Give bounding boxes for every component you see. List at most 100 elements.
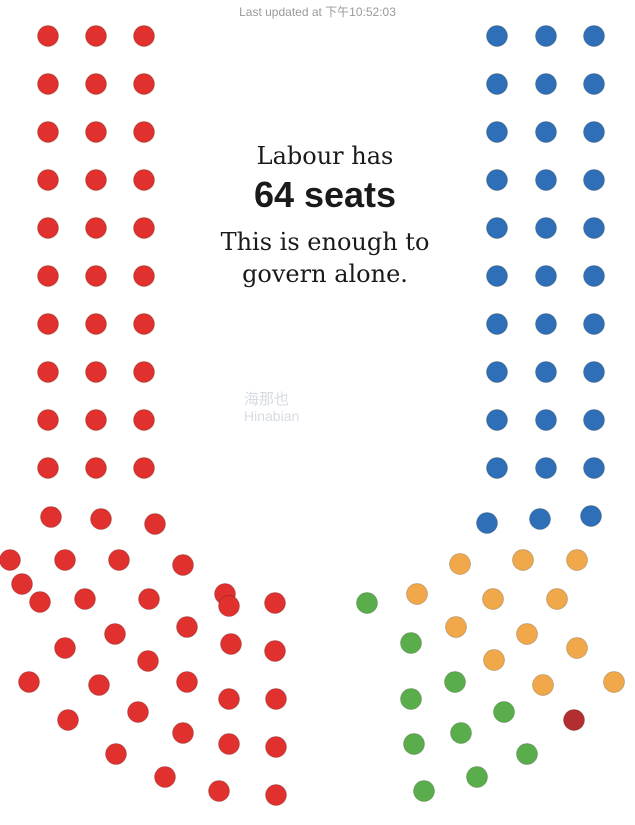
party-4-seat — [512, 549, 534, 571]
party-1-seat — [85, 313, 107, 335]
party-1-seat — [138, 588, 160, 610]
party-1-seat — [176, 671, 198, 693]
party-1-seat — [264, 592, 286, 614]
party-1-seat — [37, 361, 59, 383]
party-1-seat — [18, 671, 40, 693]
party-1-seat — [37, 169, 59, 191]
party-1-seat — [85, 409, 107, 431]
party-1-seat — [37, 73, 59, 95]
party-1-seat — [220, 633, 242, 655]
party-1-seat — [133, 313, 155, 335]
party-2-seat — [583, 457, 605, 479]
party-1-seat — [54, 637, 76, 659]
party-1-seat — [133, 457, 155, 479]
party-1-seat — [218, 733, 240, 755]
party-1-seat — [85, 25, 107, 47]
party-2-seat — [583, 313, 605, 335]
party-3-seat — [356, 592, 378, 614]
party-2-seat — [580, 505, 602, 527]
party-4-seat — [449, 553, 471, 575]
party-1-seat — [85, 457, 107, 479]
party-2-seat — [486, 73, 508, 95]
party-2-seat — [583, 169, 605, 191]
party-1-seat — [37, 121, 59, 143]
party-1-seat — [54, 549, 76, 571]
watermark-text-zh: 海那也 — [244, 391, 290, 408]
party-1-seat — [104, 623, 126, 645]
party-3-seat — [413, 780, 435, 802]
party-4-seat — [546, 588, 568, 610]
party-1-seat — [108, 549, 130, 571]
party-2-seat — [486, 169, 508, 191]
party-3-seat — [403, 733, 425, 755]
party-2-seat — [486, 457, 508, 479]
party-1-seat — [105, 743, 127, 765]
party-1-seat — [265, 784, 287, 806]
party-4-seat — [532, 674, 554, 696]
party-1-seat — [133, 73, 155, 95]
party-1-seat — [208, 780, 230, 802]
party-1-seat — [90, 508, 112, 530]
party-2-seat — [583, 73, 605, 95]
party-1-seat — [37, 25, 59, 47]
party-2-seat — [535, 409, 557, 431]
party-4-seat — [603, 671, 625, 693]
party-3-seat — [493, 701, 515, 723]
party-1-seat — [133, 25, 155, 47]
party-2-seat — [535, 169, 557, 191]
party-2-seat — [583, 265, 605, 287]
headline-party: Labour has — [256, 142, 394, 170]
party-3-seat — [466, 766, 488, 788]
party-4-seat — [445, 616, 467, 638]
party-2-seat — [535, 217, 557, 239]
party-4-seat — [516, 623, 538, 645]
party-1-seat — [137, 650, 159, 672]
headline-seat-count: 64 seats — [253, 174, 397, 215]
party-1-seat — [264, 640, 286, 662]
party-2-seat — [486, 361, 508, 383]
watermark-text-en: Hinabian — [244, 408, 300, 424]
party-1-seat — [218, 595, 240, 617]
party-1-seat — [218, 688, 240, 710]
party-1-seat — [265, 688, 287, 710]
party-1-seat — [40, 506, 62, 528]
party-1-seat — [154, 766, 176, 788]
party-2-seat — [583, 25, 605, 47]
party-2-seat — [583, 121, 605, 143]
watermark-logo: 海那也 Hinabian — [244, 391, 300, 425]
party-1-seat — [37, 217, 59, 239]
party-3-seat — [450, 722, 472, 744]
party-1-seat — [88, 674, 110, 696]
party-1-seat — [133, 169, 155, 191]
party-2-seat — [476, 512, 498, 534]
party-2-seat — [486, 313, 508, 335]
party-1-seat — [172, 554, 194, 576]
party-1-seat — [37, 457, 59, 479]
party-2-seat — [529, 508, 551, 530]
party-2-seat — [535, 313, 557, 335]
party-1-seat — [37, 409, 59, 431]
party-3-seat — [400, 632, 422, 654]
party-1-seat — [133, 409, 155, 431]
party-1-seat — [85, 169, 107, 191]
party-2-seat — [535, 265, 557, 287]
party-1-seat — [37, 313, 59, 335]
party-1-seat — [85, 217, 107, 239]
party-2-seat — [535, 73, 557, 95]
party-1-seat — [127, 701, 149, 723]
party-2-seat — [486, 265, 508, 287]
party-2-seat — [486, 217, 508, 239]
party-1-seat — [172, 722, 194, 744]
party-1-seat — [85, 265, 107, 287]
party-1-seat — [37, 265, 59, 287]
party-2-seat — [583, 217, 605, 239]
party-2-seat — [535, 25, 557, 47]
party-2-seat — [535, 121, 557, 143]
party-1-seat — [85, 73, 107, 95]
party-1-seat — [85, 121, 107, 143]
party-4-seat — [566, 549, 588, 571]
party-4-seat — [482, 588, 504, 610]
party-2-seat — [535, 457, 557, 479]
party-1-seat — [133, 265, 155, 287]
